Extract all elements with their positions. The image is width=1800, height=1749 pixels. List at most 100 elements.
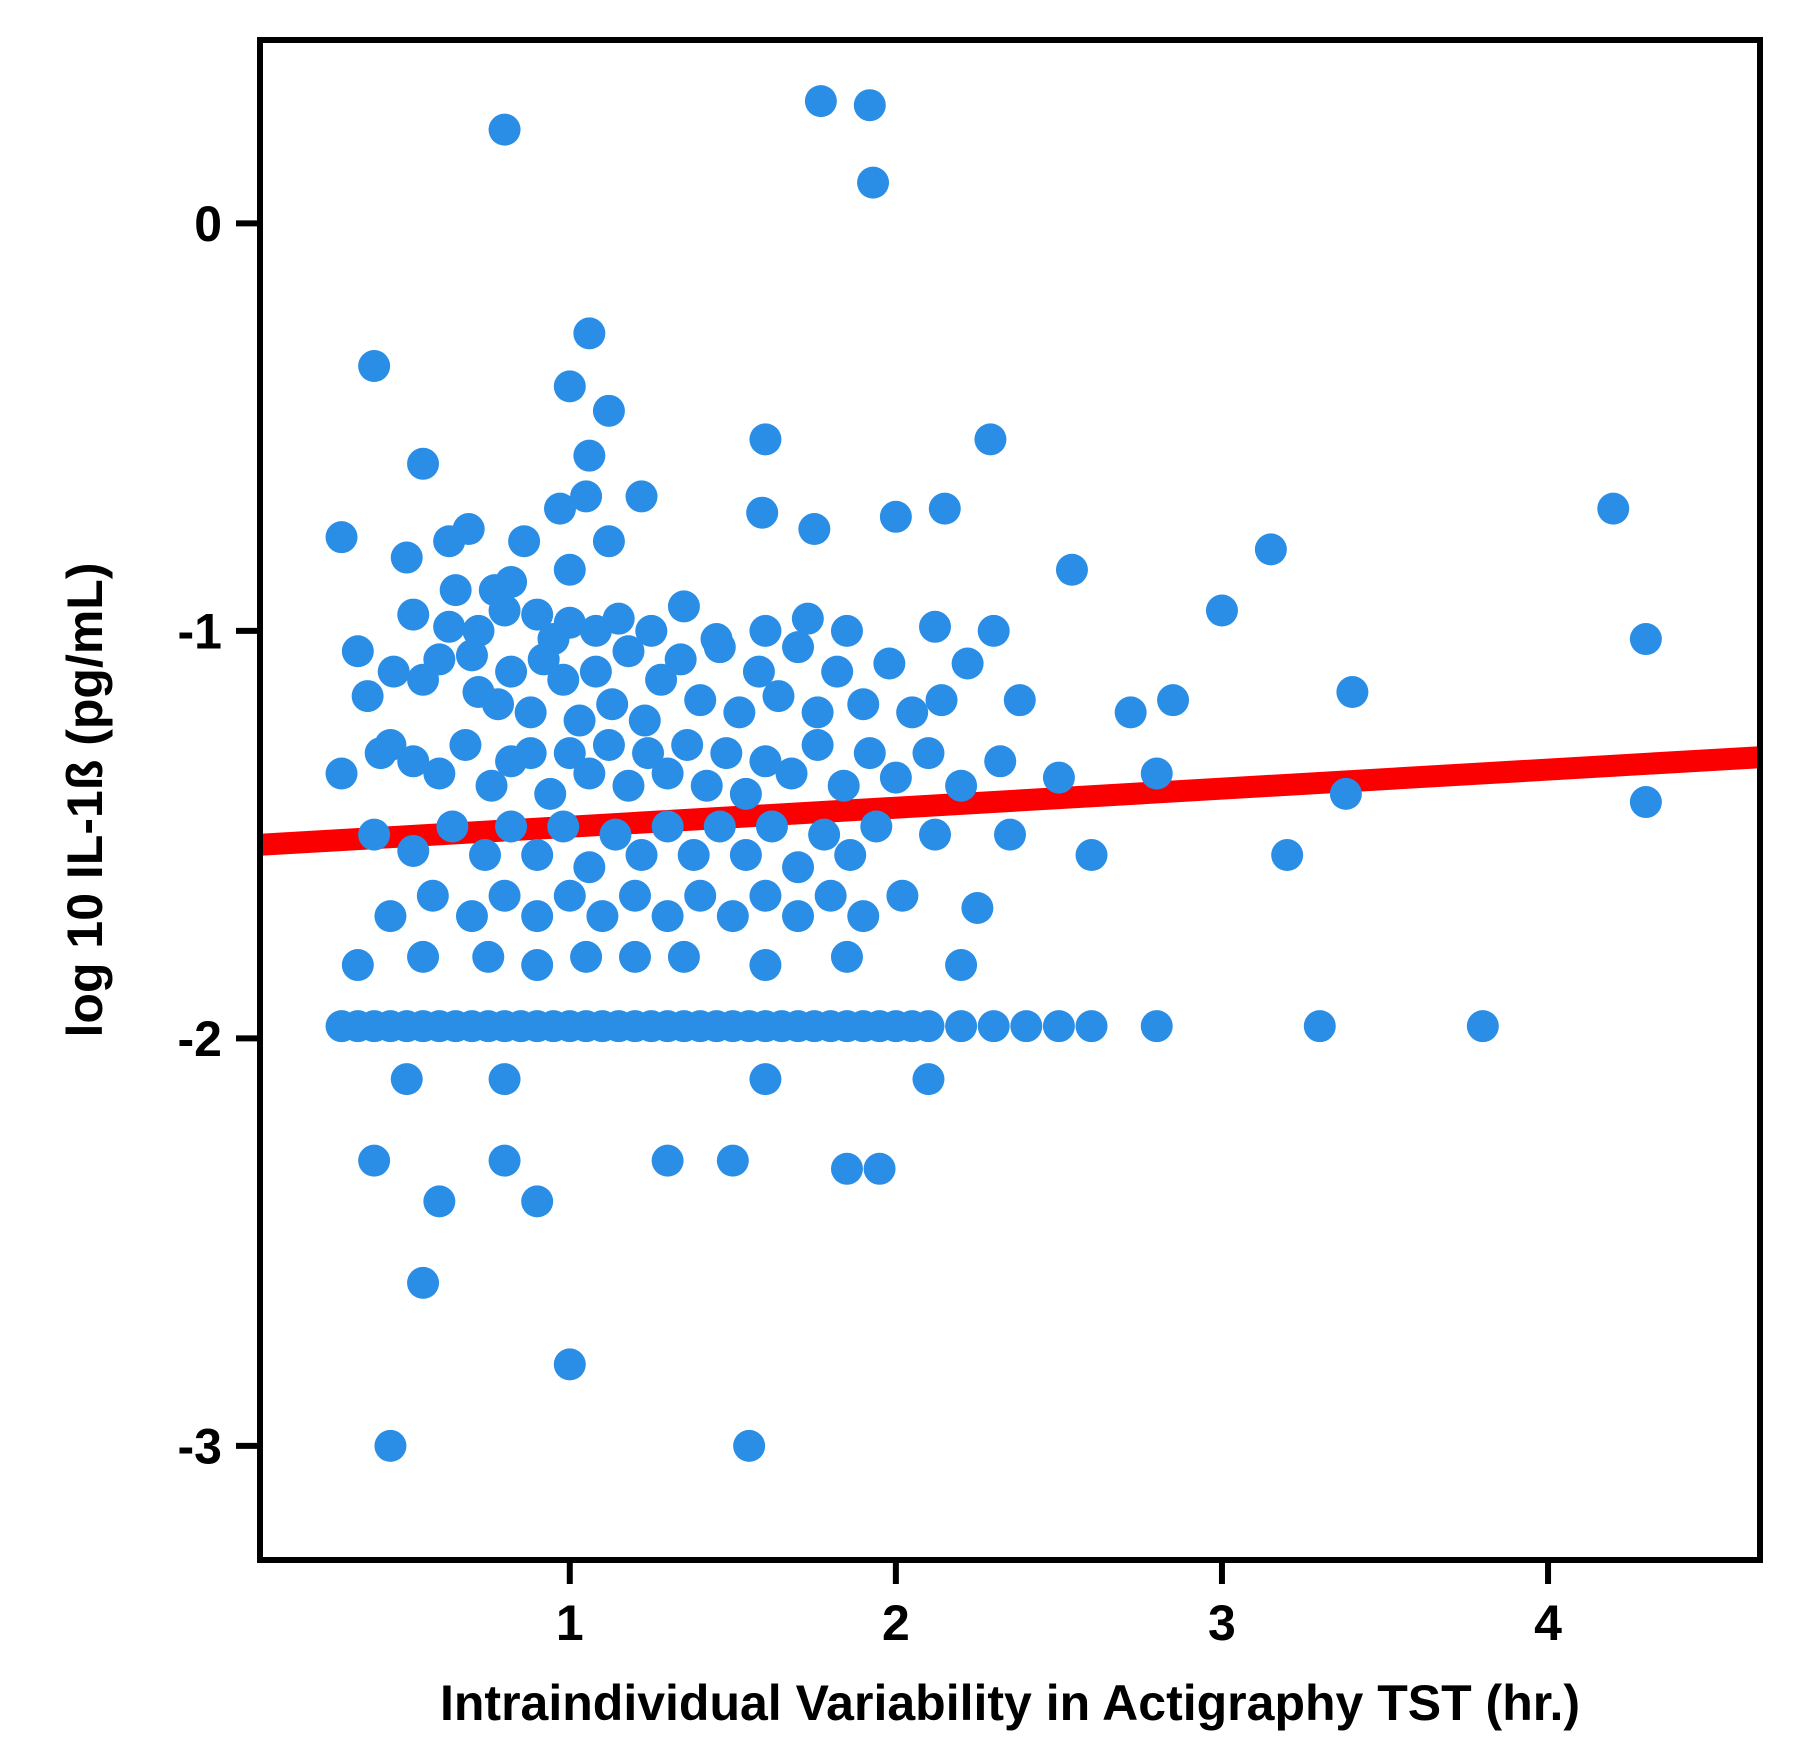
- data-point: [515, 696, 547, 728]
- data-point: [912, 737, 944, 769]
- data-point: [626, 839, 658, 871]
- data-point: [762, 680, 794, 712]
- data-point: [599, 819, 631, 851]
- data-point: [1206, 595, 1238, 627]
- data-point: [407, 941, 439, 973]
- data-point: [586, 900, 618, 932]
- data-point: [1010, 1010, 1042, 1042]
- data-point: [469, 839, 501, 871]
- x-tick-label: 4: [1534, 1595, 1562, 1651]
- data-point: [1330, 778, 1362, 810]
- data-point: [919, 819, 951, 851]
- data-point: [1056, 554, 1088, 586]
- data-point: [834, 839, 866, 871]
- data-point: [1115, 696, 1147, 728]
- data-point: [880, 762, 912, 794]
- y-tick-label: 0: [194, 196, 222, 252]
- data-point: [365, 737, 397, 769]
- data-point: [854, 89, 886, 121]
- data-point: [547, 810, 579, 842]
- data-point: [352, 680, 384, 712]
- data-point: [857, 167, 889, 199]
- data-point: [831, 941, 863, 973]
- data-point: [1043, 1010, 1075, 1042]
- data-point: [1304, 1010, 1336, 1042]
- data-point: [730, 839, 762, 871]
- data-point: [749, 423, 781, 455]
- data-point: [619, 880, 651, 912]
- data-point: [495, 656, 527, 688]
- data-point: [554, 880, 586, 912]
- data-point: [854, 737, 886, 769]
- data-point: [436, 810, 468, 842]
- data-point: [945, 1010, 977, 1042]
- data-point: [547, 664, 579, 696]
- data-point: [746, 497, 778, 529]
- data-point: [495, 810, 527, 842]
- data-point: [570, 480, 602, 512]
- data-point: [749, 880, 781, 912]
- data-point: [554, 554, 586, 586]
- data-point: [847, 688, 879, 720]
- data-point: [1043, 762, 1075, 794]
- data-point: [495, 566, 527, 598]
- data-point: [489, 595, 521, 627]
- data-point: [521, 900, 553, 932]
- data-point: [896, 696, 928, 728]
- data-point: [792, 603, 824, 635]
- data-point: [1271, 839, 1303, 871]
- data-point: [684, 880, 716, 912]
- data-point: [945, 770, 977, 802]
- data-point: [671, 729, 703, 761]
- data-point: [391, 1063, 423, 1095]
- data-point: [626, 480, 658, 512]
- data-point: [710, 737, 742, 769]
- y-tick-label: -1: [178, 603, 222, 659]
- data-point: [564, 705, 596, 737]
- data-point: [453, 513, 485, 545]
- data-point: [691, 770, 723, 802]
- data-point: [749, 615, 781, 647]
- data-point: [449, 729, 481, 761]
- data-point: [1076, 1010, 1108, 1042]
- data-point: [994, 819, 1026, 851]
- y-tick-label: -2: [178, 1011, 222, 1067]
- data-point: [397, 599, 429, 631]
- data-point: [821, 656, 853, 688]
- data-point: [952, 647, 984, 679]
- data-point: [831, 1153, 863, 1185]
- data-point: [704, 631, 736, 663]
- data-point: [1076, 839, 1108, 871]
- data-point: [326, 758, 358, 790]
- data-point: [570, 941, 602, 973]
- data-point: [668, 941, 700, 973]
- data-point: [612, 770, 644, 802]
- data-point: [847, 900, 879, 932]
- data-point: [554, 370, 586, 402]
- data-point: [1467, 1010, 1499, 1042]
- data-point: [482, 688, 514, 720]
- data-point: [880, 501, 912, 533]
- data-point: [808, 819, 840, 851]
- data-point: [374, 900, 406, 932]
- data-point: [665, 643, 697, 675]
- x-tick-label: 1: [556, 1595, 584, 1651]
- data-point: [1336, 676, 1368, 708]
- data-point: [1141, 758, 1173, 790]
- data-point: [423, 758, 455, 790]
- data-point: [423, 643, 455, 675]
- data-point: [652, 900, 684, 932]
- data-point: [378, 656, 410, 688]
- data-point: [593, 729, 625, 761]
- data-point: [756, 810, 788, 842]
- data-point: [1004, 684, 1036, 716]
- data-point: [342, 949, 374, 981]
- data-point: [652, 810, 684, 842]
- data-point: [984, 745, 1016, 777]
- data-point: [391, 542, 423, 574]
- x-tick-label: 2: [882, 1595, 910, 1651]
- data-point: [782, 851, 814, 883]
- data-point: [798, 513, 830, 545]
- data-point: [749, 1063, 781, 1095]
- data-point: [456, 900, 488, 932]
